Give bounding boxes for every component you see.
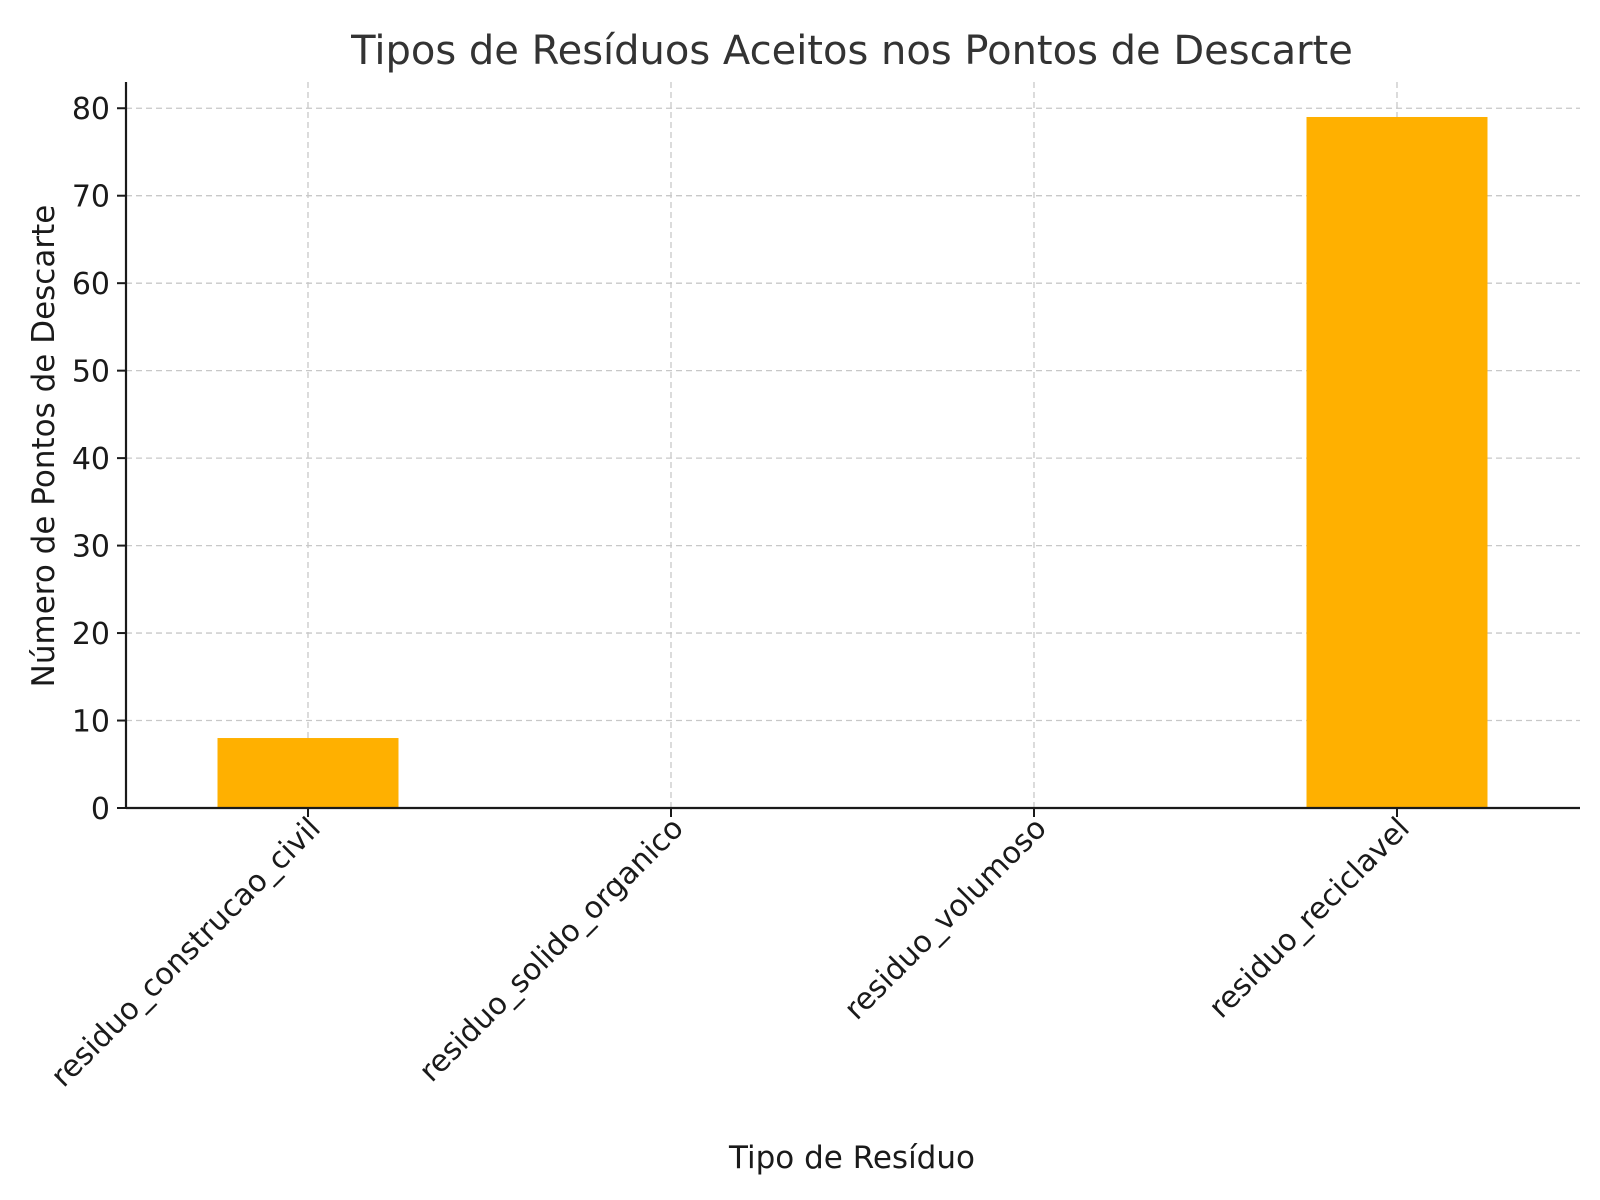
y-tick-label: 80 xyxy=(72,92,110,127)
chart-title: Tipos de Resíduos Aceitos nos Pontos de … xyxy=(350,28,1353,74)
y-tick-label: 10 xyxy=(72,705,110,740)
x-tick-label: residuo_solido_organico xyxy=(413,811,691,1089)
x-tick-label: residuo_construcao_civil xyxy=(44,811,327,1094)
x-axis-label: Tipo de Resíduo xyxy=(728,1140,975,1176)
y-tick-label: 50 xyxy=(72,355,110,390)
bar xyxy=(217,738,399,808)
x-tick-label: residuo_volumoso xyxy=(838,811,1054,1027)
y-tick-label: 40 xyxy=(72,442,110,477)
y-tick-label: 70 xyxy=(72,180,110,215)
x-ticks: residuo_construcao_civil residuo_solido_o… xyxy=(44,808,1417,1094)
y-axis-label: Número de Pontos de Descarte xyxy=(26,205,62,688)
axes xyxy=(124,82,1580,810)
bars xyxy=(217,116,1488,808)
y-tick-label: 20 xyxy=(72,617,110,652)
y-tick-label: 60 xyxy=(72,267,110,302)
y-ticks: 0 10 20 30 40 50 60 70 80 xyxy=(72,92,126,827)
y-tick-label: 0 xyxy=(91,792,110,827)
bar xyxy=(1306,116,1488,808)
y-tick-label: 30 xyxy=(72,530,110,565)
x-tick-label: residuo_reciclavel xyxy=(1202,811,1416,1025)
